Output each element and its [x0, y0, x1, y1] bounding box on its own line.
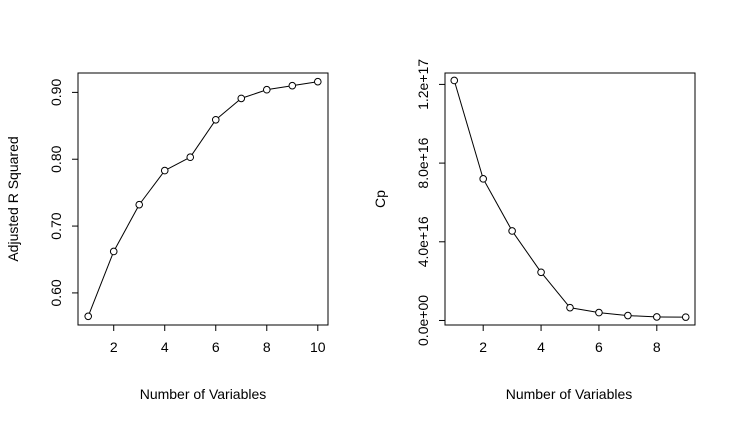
- x-tick-label: 4: [537, 339, 545, 355]
- data-point: [160, 166, 169, 175]
- x-tick-label: 10: [310, 339, 326, 355]
- x-axis-ticks: 2 4 6 8: [479, 325, 661, 355]
- data-point: [595, 308, 603, 317]
- data-point: [109, 247, 118, 256]
- series-line-segment: [484, 181, 511, 229]
- x-tick-label: 4: [161, 339, 169, 355]
- x-axis-label: Number of Variables: [506, 386, 633, 402]
- data-point: [313, 77, 322, 86]
- cp-panel: 2 4 6 8 0.0e+00 4.0e+16 8.0e+16 1.2e+17 Number…: [372, 59, 696, 402]
- series-line-segment: [454, 83, 483, 176]
- series-line-segment: [140, 173, 164, 203]
- data-points: [84, 77, 322, 321]
- data-point: [479, 175, 487, 183]
- series-line-segment: [542, 274, 569, 306]
- data-point: [211, 115, 220, 124]
- data-point: [84, 312, 93, 321]
- series-lines: [89, 81, 315, 314]
- plot-frame: [77, 72, 329, 326]
- x-axis-ticks: 2 4 6 8 10: [110, 325, 326, 355]
- y-tick-label: 1.2e+17: [415, 59, 431, 110]
- data-points: [450, 76, 690, 321]
- x-tick-label: 8: [263, 339, 271, 355]
- adjusted-r2-panel: 2 4 6 8 10 0.60 0.70 0.80 0.90 Number of Variab…: [5, 72, 329, 402]
- data-point: [135, 200, 144, 209]
- x-tick-label: 2: [110, 339, 118, 355]
- series-line-segment: [573, 307, 596, 313]
- data-point: [288, 81, 297, 90]
- y-tick-label: 0.60: [48, 279, 64, 306]
- y-tick-label: 0.90: [48, 79, 64, 106]
- y-tick-label: 4.0e+16: [415, 216, 431, 267]
- series-line-segment: [513, 233, 540, 270]
- series-line-segment: [114, 207, 138, 249]
- data-point: [508, 227, 516, 235]
- y-axis-label: Cp: [372, 190, 388, 208]
- series-line-segment: [295, 81, 315, 86]
- series-line-segment: [218, 100, 239, 118]
- x-tick-label: 2: [479, 339, 487, 355]
- series-line-segment: [270, 85, 289, 90]
- series-line-segment: [89, 254, 113, 314]
- x-tick-label: 6: [595, 339, 603, 355]
- x-tick-label: 6: [212, 339, 220, 355]
- y-tick-label: 8.0e+16: [415, 137, 431, 188]
- x-axis-label: Number of Variables: [140, 386, 267, 402]
- data-point: [262, 85, 271, 94]
- data-point: [450, 76, 459, 85]
- series-line-segment: [167, 158, 188, 170]
- data-point: [624, 311, 632, 320]
- y-axis-ticks: 0.60 0.70 0.80 0.90: [48, 79, 78, 307]
- y-axis-label: Adjusted R Squared: [5, 136, 21, 261]
- series-line-segment: [602, 312, 625, 316]
- data-point: [537, 268, 545, 277]
- series-lines: [454, 83, 683, 318]
- y-tick-label: 0.80: [48, 145, 64, 172]
- data-point: [566, 303, 574, 312]
- y-tick-label: 0.70: [48, 212, 64, 239]
- series-line-segment: [244, 90, 264, 98]
- series-line-segment: [631, 315, 654, 318]
- data-point: [186, 153, 195, 162]
- plot-frame: [444, 72, 696, 326]
- data-point: [237, 94, 246, 103]
- data-point: [653, 313, 661, 321]
- data-point: [681, 313, 690, 321]
- x-tick-label: 8: [653, 339, 661, 355]
- y-axis-ticks: 0.0e+00 4.0e+16 8.0e+16 1.2e+17: [415, 59, 445, 346]
- series-line-segment: [191, 122, 215, 155]
- y-tick-label: 0.0e+00: [415, 295, 431, 346]
